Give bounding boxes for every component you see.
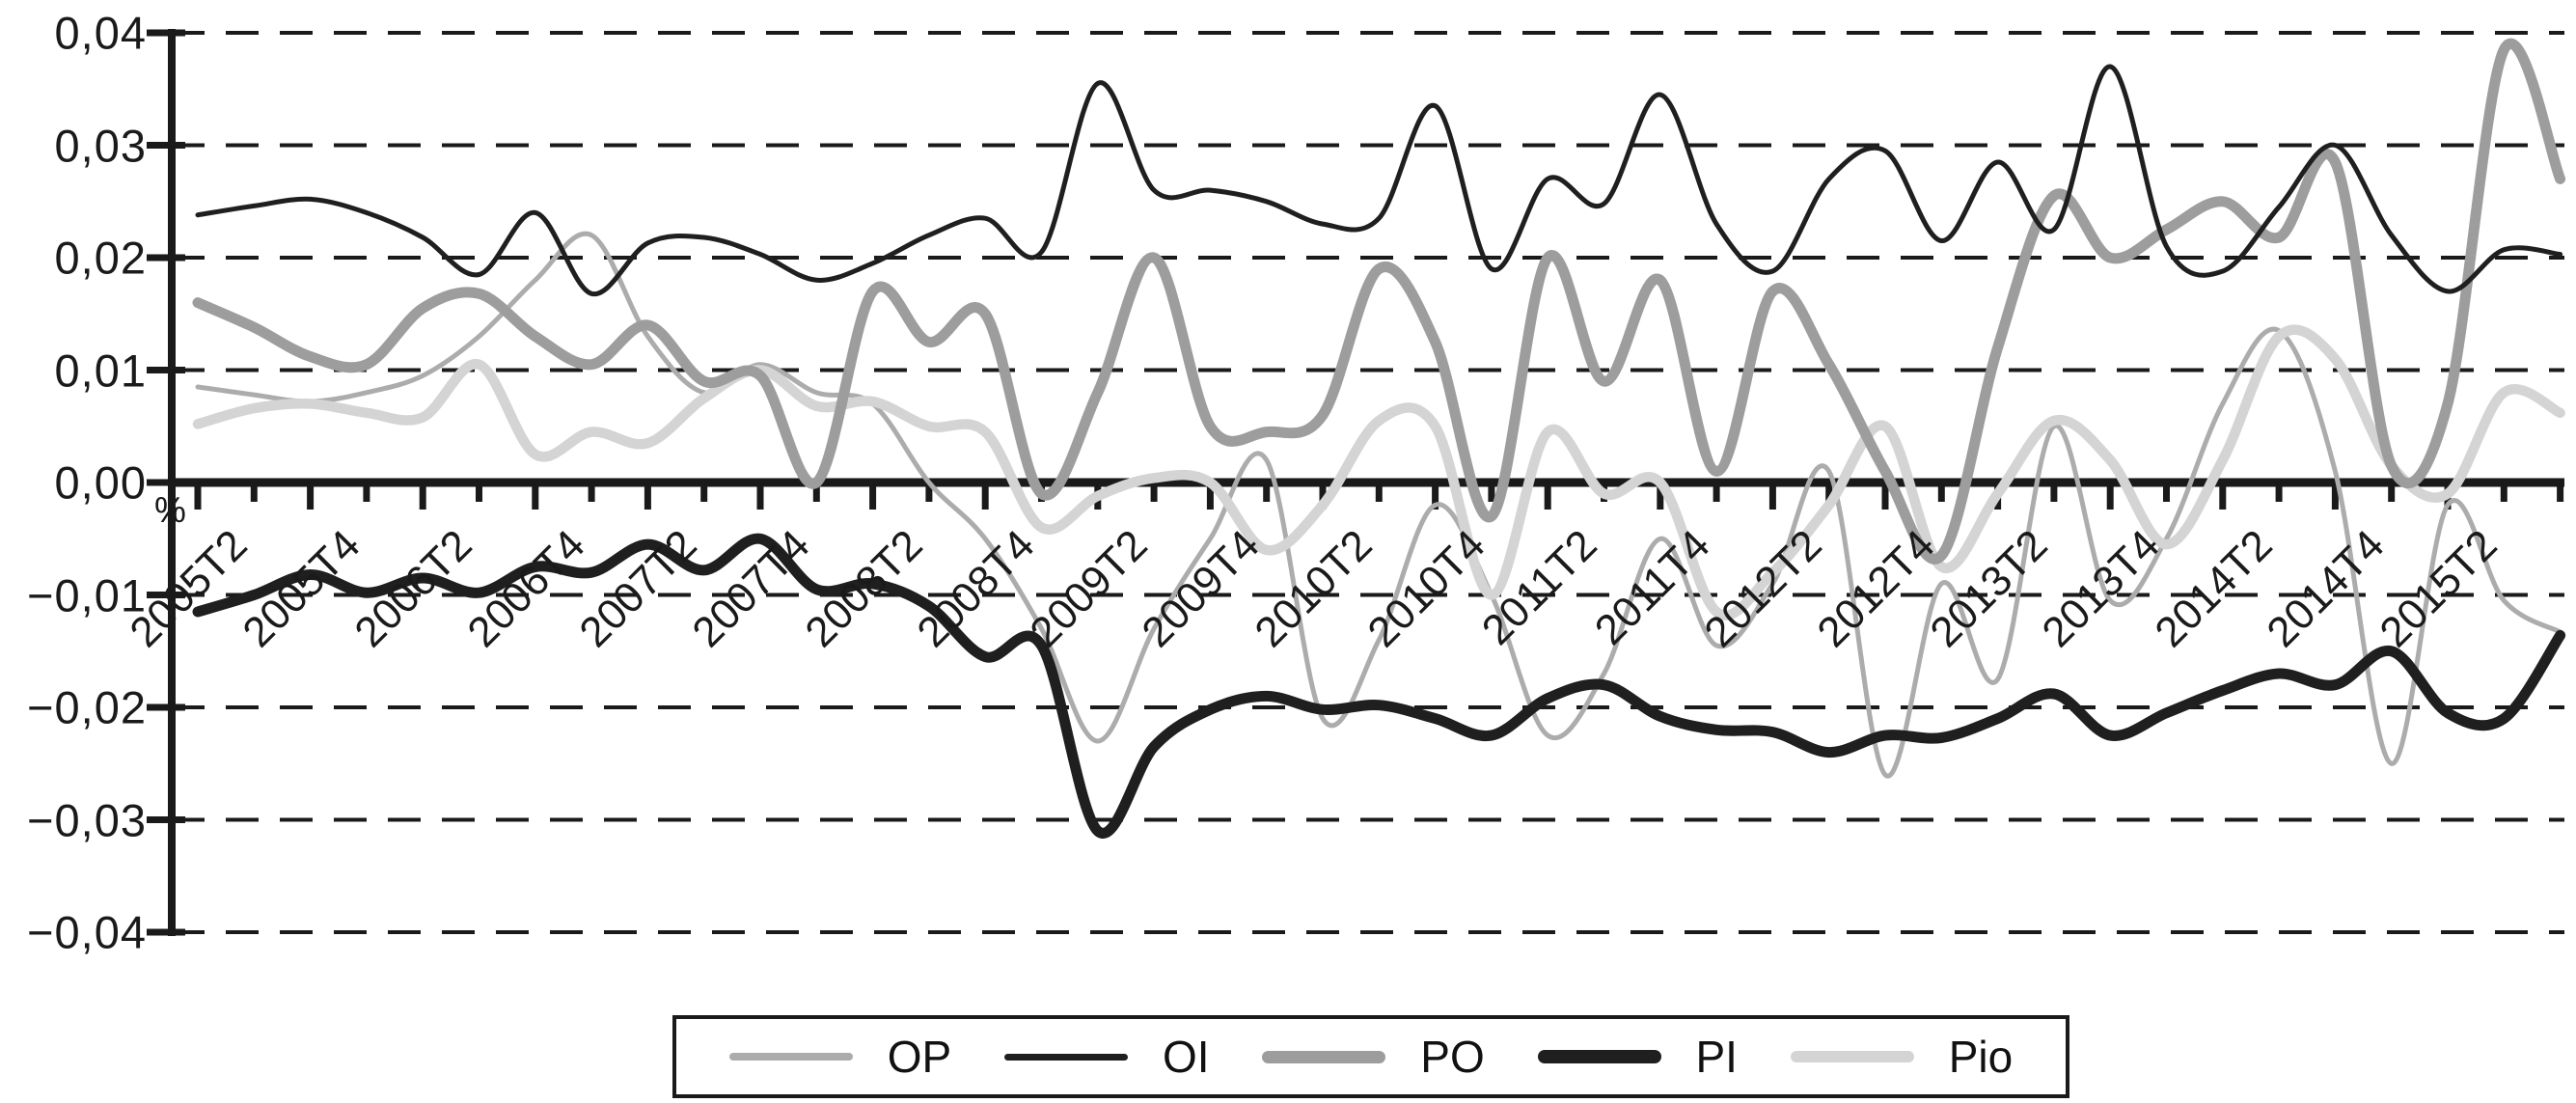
- legend-item-op: OP: [728, 1031, 952, 1083]
- legend-label: Pio: [1948, 1032, 2014, 1082]
- y-axis-tick-label: 0,02: [54, 232, 147, 284]
- y-axis-tick-label: −0,04: [27, 906, 147, 958]
- legend-line-swatch-icon: [1003, 1053, 1128, 1061]
- series-line-pi: [192, 533, 2566, 839]
- legend-label: OP: [887, 1032, 952, 1082]
- legend: OP OI PO PI Pio: [672, 1015, 2069, 1098]
- legend-line-swatch-icon: [1537, 1050, 1661, 1063]
- y-axis-tick-label: 0,04: [54, 7, 147, 59]
- y-axis-tick-label: −0,03: [27, 794, 147, 845]
- legend-item-oi: OI: [1003, 1031, 1210, 1083]
- y-axis-tick-label: 0,00: [54, 456, 147, 509]
- legend-label: PI: [1695, 1032, 1738, 1082]
- legend-label: PO: [1420, 1032, 1485, 1082]
- legend-item-po: PO: [1262, 1031, 1485, 1083]
- series-line-oi: [195, 64, 2563, 296]
- axes: [147, 29, 2564, 936]
- series-line-op: [195, 231, 2563, 779]
- series-line-pio: [192, 324, 2565, 620]
- y-axis-tick-label: 0,03: [54, 120, 147, 171]
- legend-item-pi: PI: [1537, 1031, 1738, 1083]
- y-axis-tick-label: −0,02: [27, 681, 147, 733]
- legend-item-pio: Pio: [1790, 1031, 2014, 1083]
- legend-line-swatch-icon: [1262, 1050, 1386, 1063]
- data-series-lines: [192, 38, 2566, 839]
- legend-line-swatch-icon: [728, 1053, 853, 1061]
- legend-label: OI: [1162, 1032, 1210, 1082]
- percent-unit-label: %: [154, 490, 186, 530]
- legend-line-swatch-icon: [1790, 1051, 1914, 1062]
- y-axis-tick-label: 0,01: [54, 345, 147, 396]
- y-axis-tick-label: −0,01: [27, 569, 147, 620]
- series-line-po: [192, 38, 2566, 565]
